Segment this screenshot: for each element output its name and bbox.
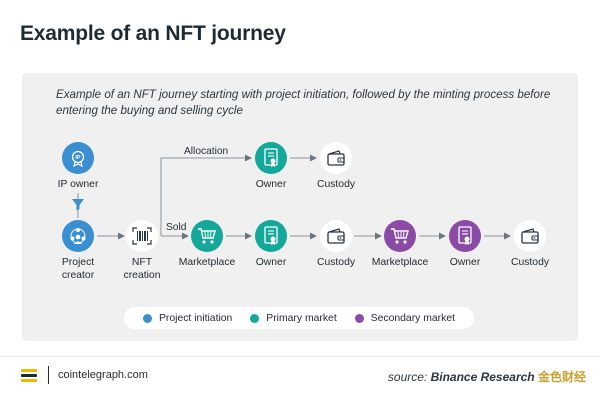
label-custody-primary: Custody	[316, 257, 356, 268]
label-owner-primary: Owner	[255, 257, 287, 268]
ip-badge-icon: IP	[71, 150, 85, 167]
label-marketplace-secondary: Marketplace	[371, 257, 429, 268]
node-custody-secondary	[514, 220, 546, 252]
certificate-icon	[264, 226, 278, 245]
diagram-panel	[22, 73, 578, 341]
legend-dot	[250, 313, 260, 323]
edge-label-allocation: Allocation	[184, 146, 229, 157]
node-ip-owner: IP	[62, 142, 94, 174]
legend-dot	[142, 313, 152, 323]
source-credit: source: Binance Research 金色财经	[387, 370, 586, 384]
barcode-scan-icon	[132, 227, 152, 245]
label-marketplace-primary: Marketplace	[178, 257, 236, 268]
node-owner-allocation	[255, 142, 287, 174]
node-custody-primary	[320, 220, 352, 252]
wallet-icon	[327, 228, 345, 244]
node-project-creator	[62, 220, 94, 252]
page-title: Example of an NFT journey	[20, 22, 286, 45]
legend-item-primary-market: Primary market	[250, 313, 337, 324]
node-marketplace-primary	[191, 220, 223, 252]
wallet-icon	[521, 228, 539, 244]
label-owner-allocation: Owner	[255, 179, 287, 190]
legend-item-secondary-market: Secondary market	[354, 313, 455, 324]
label-custody-secondary: Custody	[510, 257, 550, 268]
legend-item-project-initiation: Project initiation	[142, 313, 232, 324]
legend: Project initiation Primary market Second…	[124, 307, 474, 329]
label-ip-owner: IP owner	[57, 179, 99, 190]
wallet-icon	[327, 150, 345, 166]
node-owner-primary	[255, 220, 287, 252]
node-nft-creation	[126, 220, 158, 252]
node-owner-secondary	[449, 220, 481, 252]
label-project-creator: Project creator	[61, 257, 95, 281]
watermark-text: 金色财经	[537, 370, 586, 384]
node-custody-allocation	[320, 142, 352, 174]
brand-separator	[48, 366, 49, 384]
diagram-caption: Example of an NFT journey starting with …	[56, 88, 551, 117]
certificate-icon	[264, 148, 278, 167]
svg-text:IP: IP	[75, 155, 81, 161]
label-nft-creation: NFT creation	[123, 257, 161, 281]
label-custody-allocation: Custody	[316, 179, 356, 190]
legend-dot	[354, 313, 364, 323]
certificate-icon	[458, 226, 472, 245]
people-network-icon	[70, 228, 86, 244]
shopping-cart-icon	[391, 228, 409, 244]
label-owner-secondary: Owner	[449, 257, 481, 268]
footer-divider	[0, 356, 600, 357]
brand-domain: cointelegraph.com	[58, 369, 148, 381]
node-marketplace-secondary	[384, 220, 416, 252]
shopping-cart-icon	[198, 228, 216, 244]
cointelegraph-logo-icon	[21, 369, 37, 382]
edge-label-sold: Sold	[166, 222, 187, 233]
